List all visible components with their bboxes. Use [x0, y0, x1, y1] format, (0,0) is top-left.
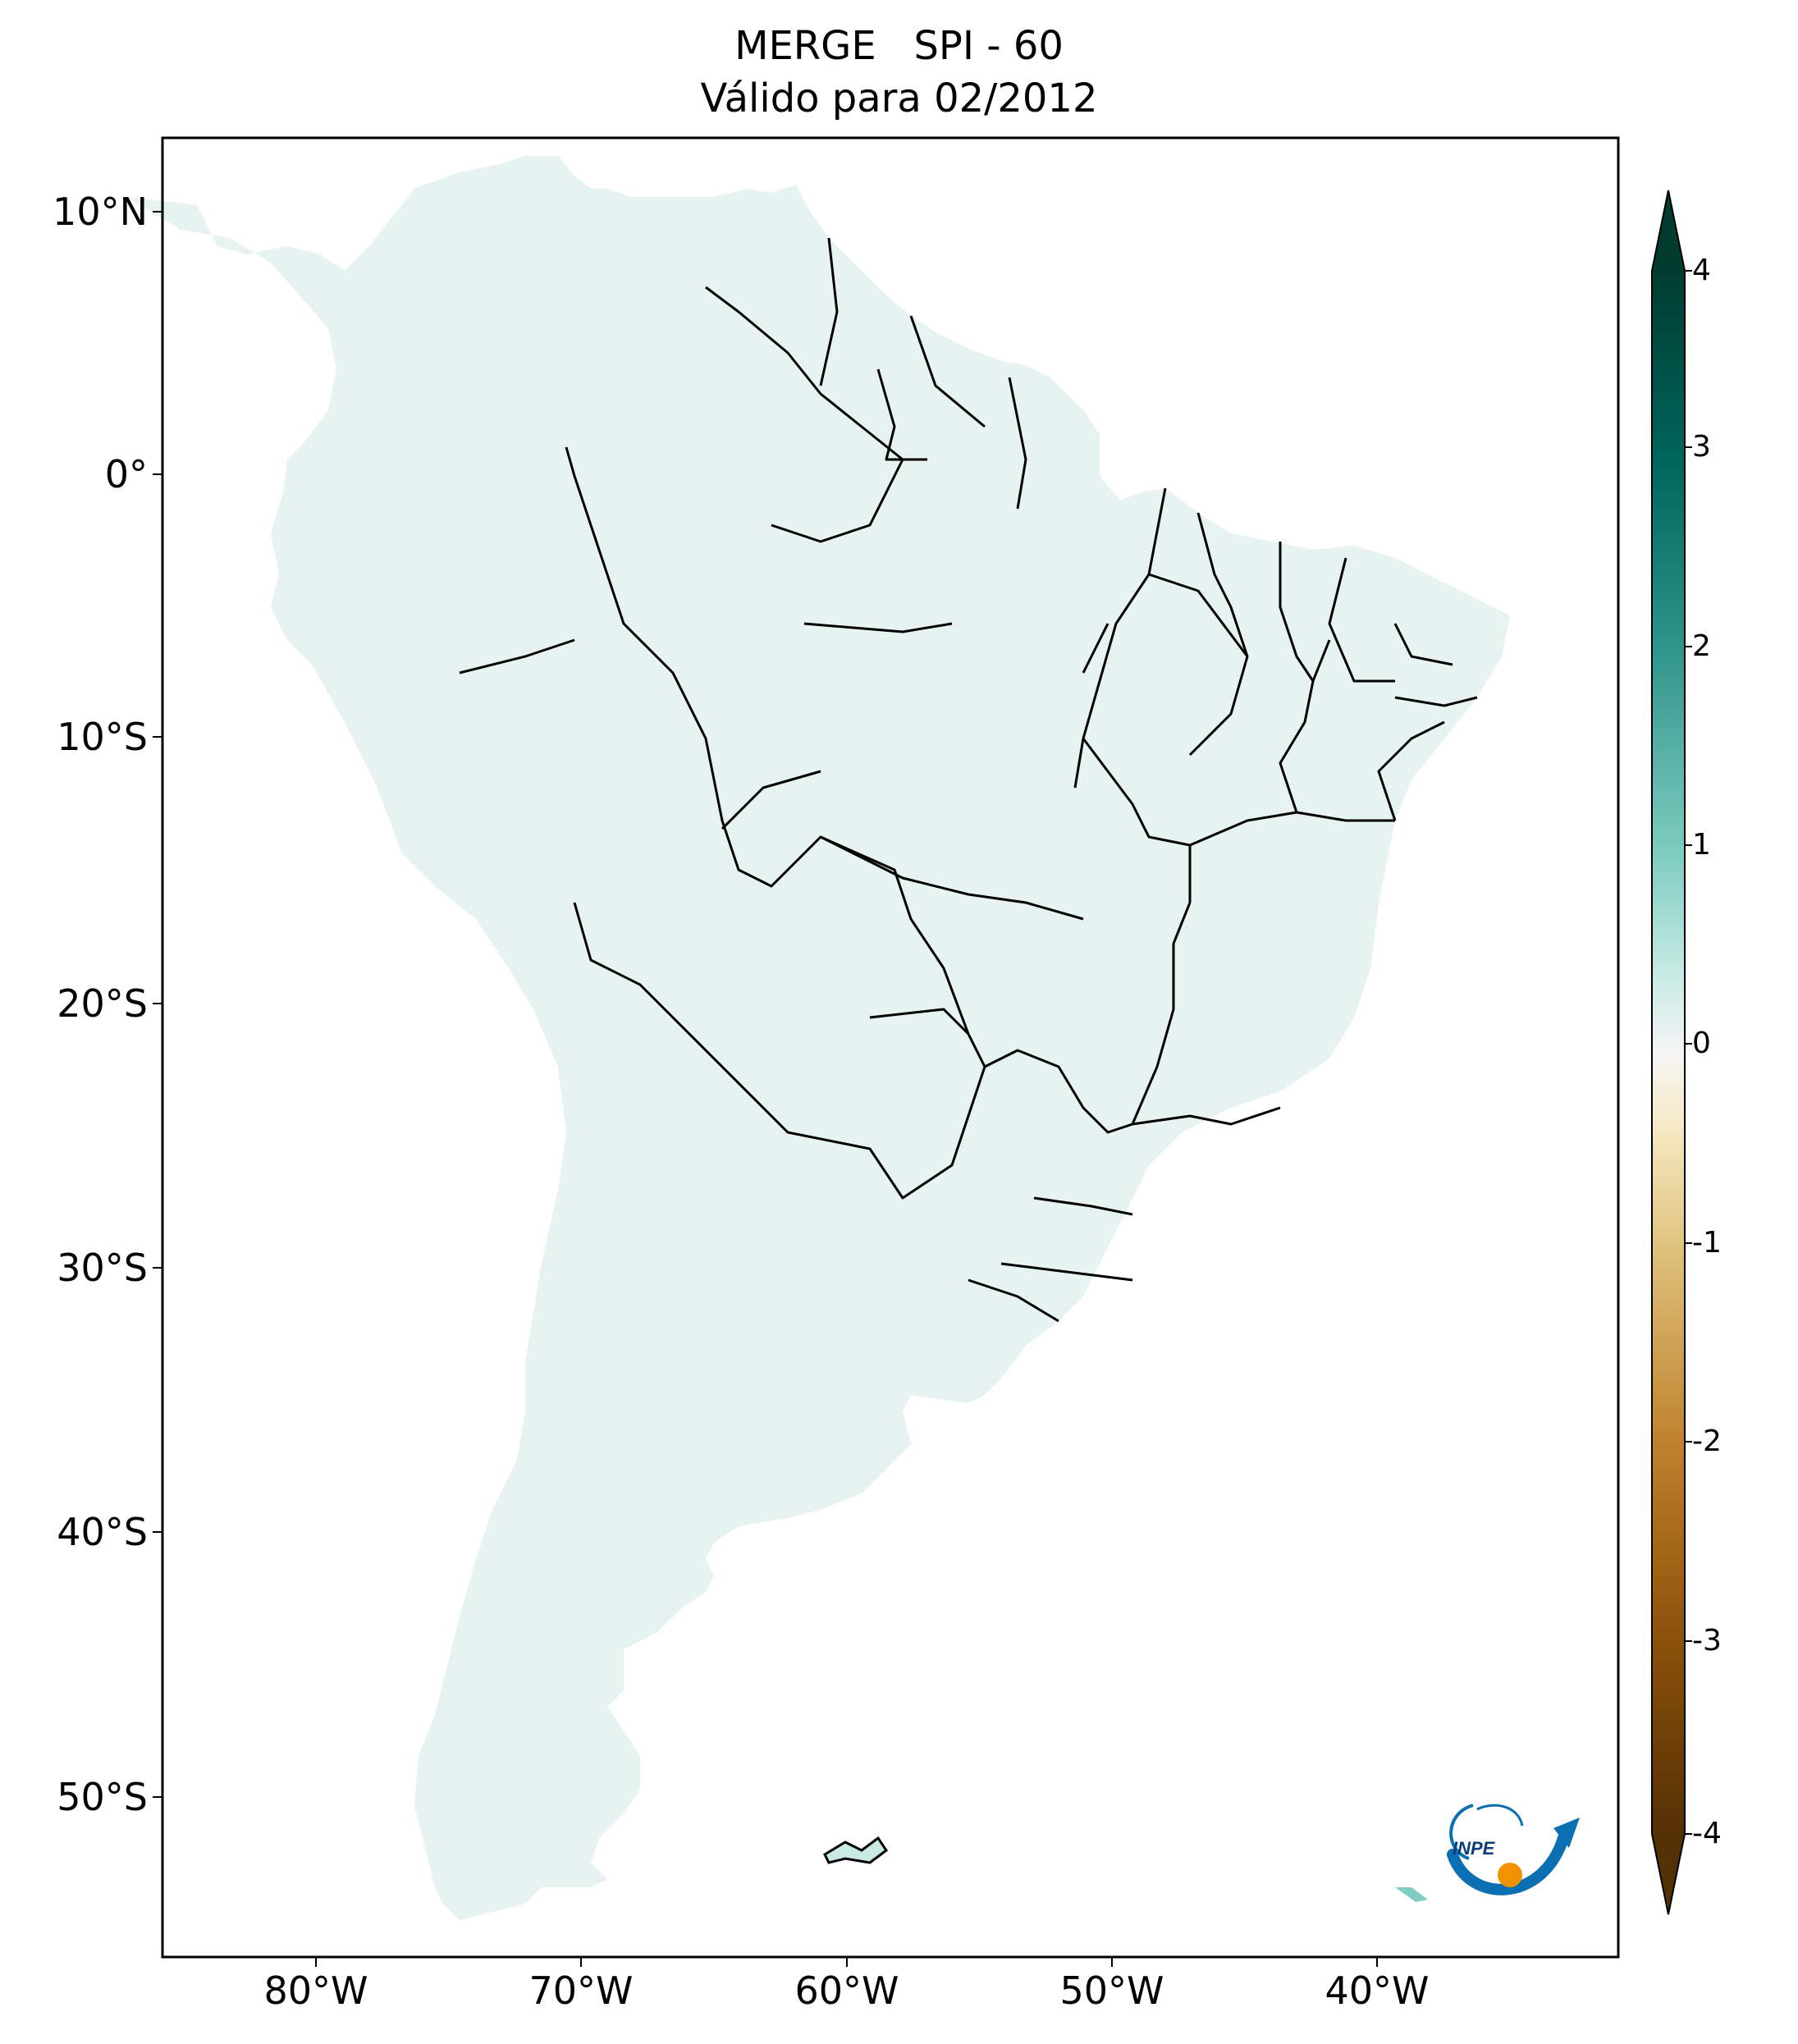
- lon-label-50w: 50°W: [1059, 1969, 1164, 2013]
- lat-label-20s: 20°S: [57, 981, 148, 1026]
- colorbar-label-0: 0: [1692, 1027, 1711, 1060]
- inpe-logo-text: INPE: [1453, 1838, 1495, 1859]
- colorbar-label-neg2: -2: [1692, 1424, 1722, 1458]
- colorbar-label-3: 3: [1692, 430, 1711, 464]
- lat-label-10n: 10°N: [53, 190, 148, 234]
- lat-label-10s: 10°S: [57, 715, 148, 759]
- colorbar-label-neg1: -1: [1692, 1226, 1722, 1260]
- map-subtitle: Válido para 02/2012: [700, 75, 1098, 121]
- colorbar: [1651, 190, 1692, 1915]
- lon-label-40w: 40°W: [1324, 1969, 1430, 2013]
- lon-label-70w: 70°W: [528, 1969, 634, 2013]
- colorbar-label-neg3: -3: [1692, 1624, 1722, 1658]
- colorbar-label-2: 2: [1692, 629, 1711, 663]
- lon-label-60w: 60°W: [794, 1969, 899, 2013]
- axes-frame: [161, 136, 1620, 1959]
- colorbar-label-4: 4: [1692, 254, 1711, 287]
- lat-label-30s: 30°S: [57, 1246, 148, 1290]
- falkland-islands: [823, 1836, 889, 1864]
- lat-label-50s: 50°S: [57, 1775, 148, 1819]
- map-title: MERGE SPI - 60: [734, 23, 1064, 69]
- colorbar-label-neg4: -4: [1692, 1817, 1722, 1850]
- lat-ticks: [153, 211, 162, 1798]
- south-georgia-island: [1395, 1887, 1428, 1902]
- lat-label-0: 0°: [104, 452, 148, 496]
- lat-label-40s: 40°S: [57, 1510, 148, 1554]
- lon-ticks: [315, 1957, 1378, 1967]
- lon-label-80w: 80°W: [263, 1969, 368, 2013]
- colorbar-label-1: 1: [1692, 828, 1711, 862]
- country-borders: [126, 154, 1512, 1922]
- inpe-logo: [1447, 1804, 1580, 1895]
